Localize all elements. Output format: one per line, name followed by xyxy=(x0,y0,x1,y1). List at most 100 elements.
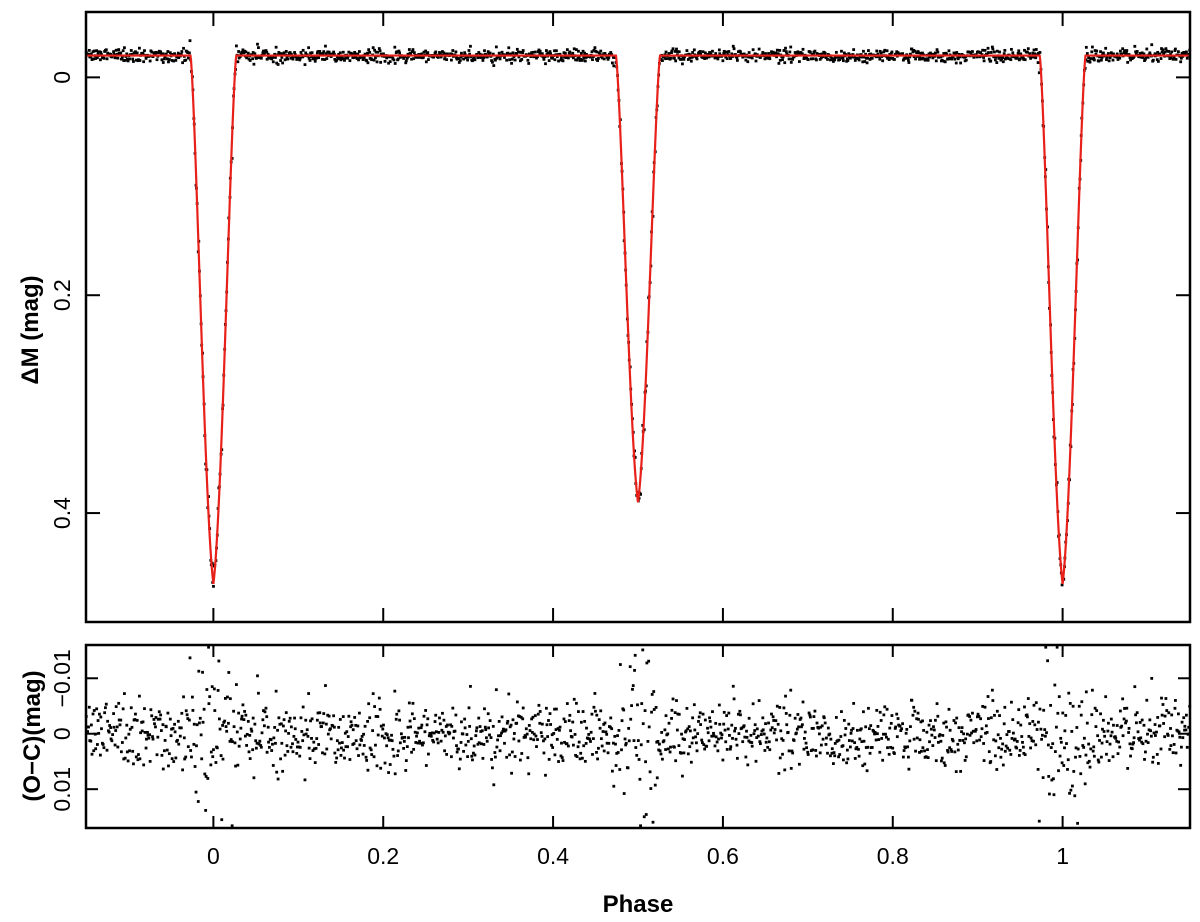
light-curve-point xyxy=(130,52,134,56)
residual-point xyxy=(469,684,472,688)
residual-point xyxy=(850,739,854,743)
residual-point xyxy=(492,783,496,787)
residual-point xyxy=(1124,721,1127,725)
residual-point xyxy=(450,755,453,759)
residual-point xyxy=(526,756,530,760)
residual-point xyxy=(968,733,972,737)
light-curve-point xyxy=(379,60,383,64)
residual-point xyxy=(1032,739,1035,743)
light-curve-point xyxy=(907,61,911,64)
residual-point xyxy=(869,724,873,727)
light-curve-point xyxy=(698,50,702,53)
light-curve-point xyxy=(681,62,684,66)
residual-point xyxy=(154,716,158,719)
residual-point xyxy=(855,746,859,749)
light-curve-point xyxy=(595,50,599,54)
light-curve-point xyxy=(672,56,676,60)
residual-point xyxy=(766,745,770,749)
residual-point xyxy=(418,739,421,743)
residual-point xyxy=(898,724,902,728)
residual-point xyxy=(859,727,863,731)
light-curve-point xyxy=(113,56,117,60)
residual-point xyxy=(538,721,542,725)
residual-point xyxy=(932,728,936,732)
residual-point xyxy=(752,732,756,736)
light-curve-point xyxy=(784,50,788,53)
residual-point xyxy=(626,766,630,770)
residual-point xyxy=(1105,740,1109,744)
residual-point xyxy=(198,721,201,725)
light-curve-point xyxy=(398,55,402,59)
residual-point xyxy=(124,736,128,740)
light-curve-point xyxy=(987,51,990,54)
residual-point xyxy=(719,731,723,735)
residual-point xyxy=(293,727,297,731)
light-curve-point xyxy=(257,46,260,50)
residual-point xyxy=(976,712,980,716)
residual-point xyxy=(279,722,283,726)
residual-point xyxy=(452,736,455,740)
residual-point xyxy=(525,732,529,736)
residual-point xyxy=(144,746,148,750)
light-curve-point xyxy=(459,55,463,59)
residual-point xyxy=(770,726,774,730)
residual-point xyxy=(419,726,423,730)
residual-point xyxy=(1087,742,1091,746)
residual-point xyxy=(240,714,244,718)
residual-point xyxy=(643,709,647,713)
residual-point xyxy=(338,718,342,721)
light-curve-point xyxy=(154,50,158,54)
residual-point xyxy=(984,731,987,735)
residual-point xyxy=(258,739,262,743)
light-curve-point xyxy=(957,52,961,56)
light-curve-point xyxy=(842,59,845,63)
residual-point xyxy=(799,716,803,720)
residual-point xyxy=(184,755,188,759)
residual-point xyxy=(1149,729,1152,733)
light-curve-point xyxy=(1026,50,1029,54)
residual-point xyxy=(271,742,274,746)
residual-point xyxy=(193,765,197,768)
residual-point xyxy=(931,744,935,747)
residual-point xyxy=(716,749,720,753)
residual-point xyxy=(710,734,714,738)
residuals-frame xyxy=(84,643,1192,830)
residual-point xyxy=(1103,734,1107,738)
light-curve-point xyxy=(746,60,750,64)
residual-point xyxy=(518,758,522,762)
residual-point xyxy=(1185,745,1189,749)
residual-point xyxy=(271,764,275,767)
residual-point xyxy=(507,692,511,696)
residual-point xyxy=(221,757,225,761)
residual-point xyxy=(265,715,269,719)
light-curve-point xyxy=(815,58,818,62)
residual-point xyxy=(198,716,202,720)
light-curve-point xyxy=(1182,51,1186,54)
light-curve-point xyxy=(1163,50,1167,54)
light-curve-point xyxy=(952,51,956,55)
light-curve-point xyxy=(123,58,127,62)
light-curve-point xyxy=(979,51,983,55)
light-curve-point xyxy=(1102,51,1105,55)
residual-point xyxy=(245,732,249,736)
residual-point xyxy=(1162,722,1165,725)
residual-point xyxy=(103,711,107,715)
residual-point xyxy=(292,734,296,738)
light-curve-point xyxy=(441,50,444,53)
residual-point xyxy=(532,732,536,736)
residual-point xyxy=(209,763,213,767)
residual-point xyxy=(600,744,604,748)
residual-point xyxy=(836,739,839,743)
light-curve-point xyxy=(918,55,922,59)
light-curve-point xyxy=(155,58,159,62)
light-curve-point xyxy=(563,55,566,59)
residual-point xyxy=(394,717,398,721)
residual-point xyxy=(764,740,768,744)
residual-point xyxy=(660,731,664,734)
residual-point xyxy=(925,730,929,734)
residual-point xyxy=(588,737,592,741)
residual-point xyxy=(1061,711,1065,715)
residual-point xyxy=(143,707,146,711)
light-curve-point xyxy=(730,52,734,56)
residual-point xyxy=(205,688,209,691)
